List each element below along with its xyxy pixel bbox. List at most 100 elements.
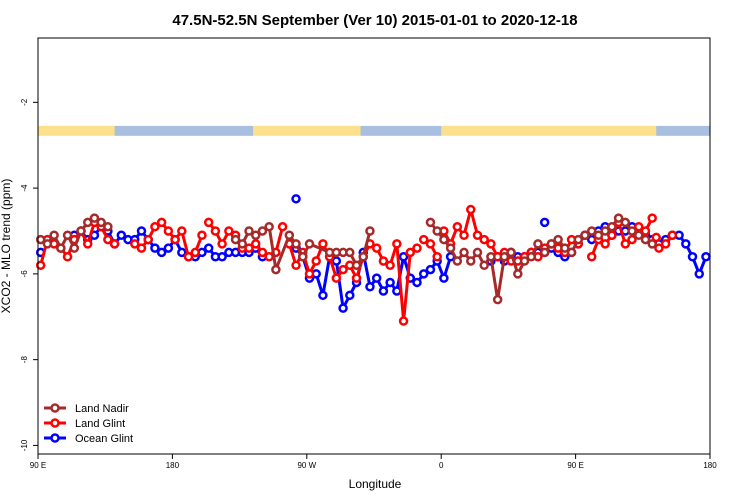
land-glint-point: [210, 226, 221, 236]
land-glint-point: [156, 217, 167, 228]
y-tick-label-2: -6: [20, 270, 29, 278]
land-nadir-point: [640, 234, 651, 245]
legend-label-land-glint: Land Glint: [75, 418, 125, 430]
land-nadir-point: [519, 256, 530, 266]
land-glint-point: [600, 239, 610, 249]
ocean-glint-point: [418, 269, 429, 279]
land-nadir-point: [96, 217, 106, 228]
land-nadir-point: [237, 239, 248, 249]
ocean-glint-point: [365, 281, 375, 292]
ocean-glint-point: [687, 251, 698, 262]
land-nadir-point: [620, 217, 631, 228]
land-nadir-point: [304, 239, 315, 249]
land-nadir-point: [271, 264, 281, 275]
land-glint-point: [660, 239, 671, 249]
land-glint-point: [257, 247, 268, 258]
land-glint-point: [392, 239, 402, 249]
ocean-glint-point: [412, 277, 422, 288]
land-nadir-point: [486, 251, 496, 262]
land-nadir-point: [533, 239, 543, 249]
land-glint-point: [398, 316, 409, 326]
land-nadir-point: [607, 221, 617, 232]
plot-frame: [37, 37, 711, 455]
land-nadir-line: [39, 216, 654, 302]
ocean-glint-point: [338, 303, 348, 313]
land-glint-point: [170, 234, 180, 245]
ocean-glint-point: [398, 251, 409, 262]
land-glint-point: [197, 230, 207, 241]
land-nadir-point: [69, 243, 80, 253]
ocean-glint-point: [701, 251, 711, 262]
land-glint-point: [250, 239, 261, 249]
ocean-glint-point: [331, 256, 342, 266]
ocean-band-segment-1: [360, 125, 442, 136]
land-glint-point: [217, 239, 227, 249]
land-glint-point: [143, 234, 153, 245]
land-glint-point: [405, 247, 416, 258]
land-glint-point: [452, 221, 463, 232]
ocean-glint-point: [136, 226, 147, 236]
chart-title: 47.5N-52.5N September (Ver 10) 2015-01-0…: [172, 12, 577, 29]
x-tick-label-4: 90 E: [567, 461, 583, 470]
x-tick-label-5: 180: [703, 461, 717, 470]
land-nadir-point: [506, 247, 516, 258]
land-glint-point: [479, 234, 489, 245]
ocean-glint-point: [203, 243, 214, 253]
land-glint-point: [82, 239, 93, 249]
ocean-glint-point: [177, 247, 187, 258]
y-tick-label-4: -10: [20, 439, 29, 451]
land-nadir-point: [627, 226, 637, 236]
ocean-glint-point: [318, 290, 328, 301]
isolated-point-2: [651, 232, 661, 243]
land-glint-point: [62, 251, 73, 262]
land-ocean-band: [38, 125, 710, 136]
y-axis: -2 -4 -6 -8 -10: [20, 98, 38, 451]
land-glint-point: [385, 260, 395, 271]
land-glint-point: [466, 204, 476, 215]
land-nadir-point: [600, 226, 610, 236]
land-nadir-point: [230, 234, 241, 245]
land-nadir-point: [103, 221, 113, 232]
land-glint-point: [378, 256, 389, 266]
x-axis-label: Longitude: [349, 477, 402, 491]
land-glint-point: [224, 226, 234, 236]
land-glint-point: [432, 251, 442, 262]
land-nadir-point: [358, 251, 368, 262]
land-glint-point: [130, 239, 140, 249]
land-nadir-point: [425, 217, 436, 228]
ocean-glint-point: [385, 277, 395, 288]
land-nadir-point: [466, 256, 476, 266]
land-nadir-point: [459, 247, 469, 258]
land-glint-point: [150, 221, 160, 232]
ocean-glint-point: [439, 273, 449, 283]
y-tick-label-1: -4: [20, 184, 29, 192]
land-nadir-point: [580, 230, 590, 241]
land-nadir-point: [345, 247, 355, 258]
land-nadir-point: [89, 213, 100, 223]
land-glint-point: [311, 256, 321, 266]
land-glint-point: [183, 251, 194, 262]
land-nadir-point: [250, 230, 261, 241]
land-nadir-point: [566, 247, 577, 258]
land-glint-point: [486, 239, 496, 249]
land-nadir-point: [647, 239, 657, 249]
land-glint-point: [647, 213, 657, 223]
series-layer: [35, 194, 711, 326]
y-tick-label-3: -8: [20, 356, 29, 364]
land-nadir-point: [634, 230, 644, 241]
land-glint-point: [472, 230, 483, 241]
land-nadir-point: [553, 234, 563, 245]
land-glint-point: [136, 243, 147, 253]
land-nadir-point: [244, 226, 254, 236]
land-nadir-point: [432, 226, 442, 236]
ocean-glint-point: [681, 239, 691, 249]
x-tick-label-0: 90 E: [30, 461, 46, 470]
y-tick-label-0: -2: [20, 98, 29, 106]
isolated-point-1: [539, 217, 550, 228]
land-glint-point: [586, 251, 597, 262]
ocean-glint-point: [150, 243, 160, 253]
land-nadir-point: [76, 226, 86, 236]
land-glint-point: [291, 260, 301, 271]
legend-marker-land-glint: [50, 418, 60, 428]
